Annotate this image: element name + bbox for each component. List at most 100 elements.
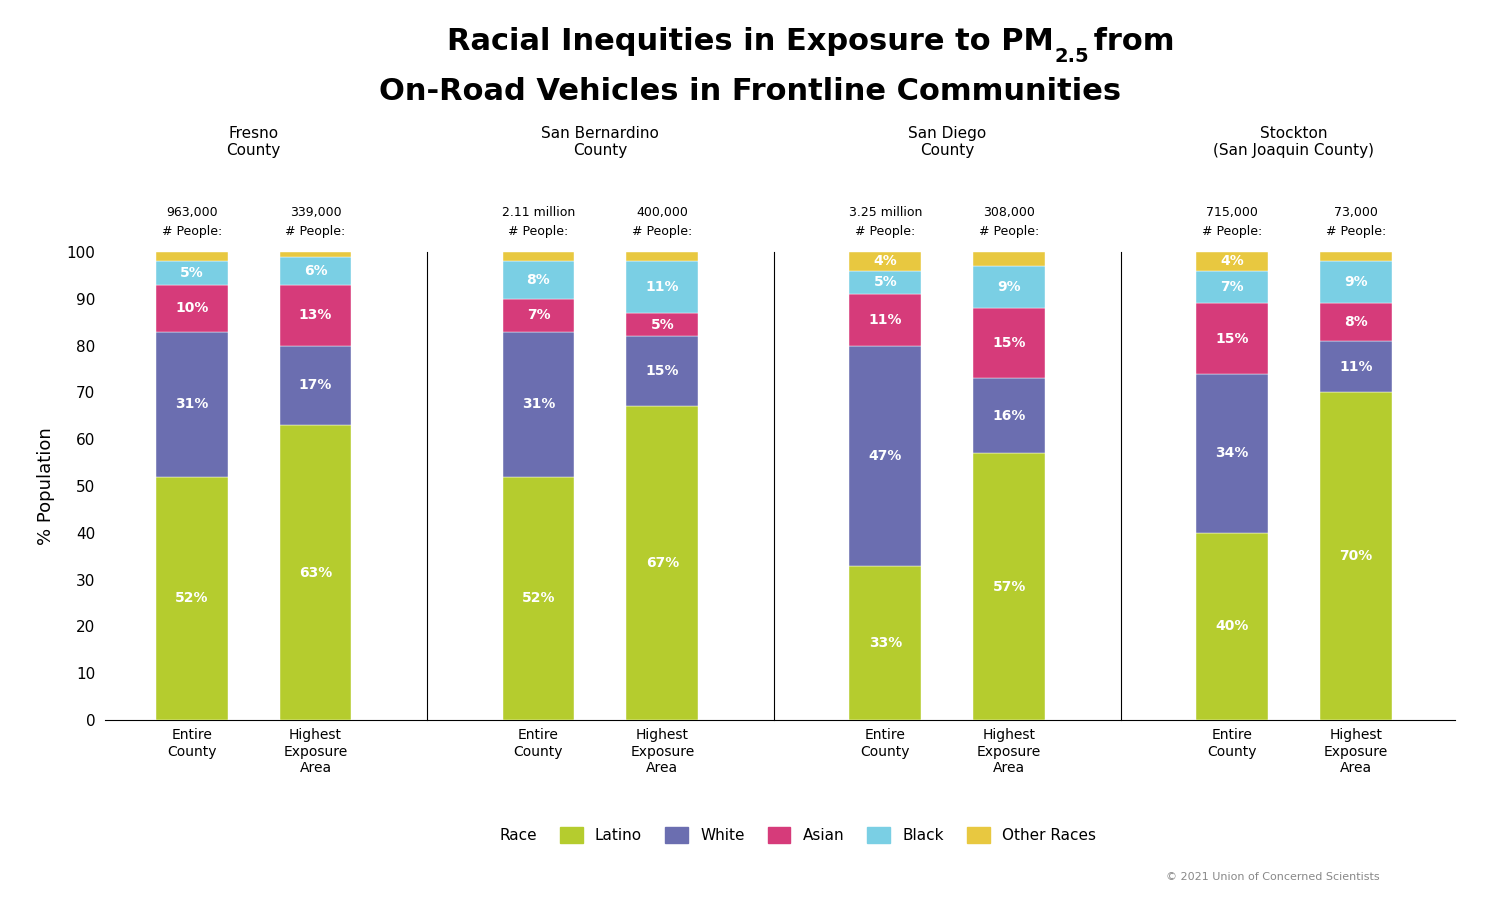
Bar xyxy=(156,331,228,477)
Text: 15%: 15% xyxy=(1215,331,1249,346)
Text: On-Road Vehicles in Frontline Communities: On-Road Vehicles in Frontline Communitie… xyxy=(380,76,1120,105)
Text: 34%: 34% xyxy=(1215,446,1249,460)
Text: 11%: 11% xyxy=(868,313,901,327)
Text: 47%: 47% xyxy=(868,448,901,463)
Bar xyxy=(849,565,921,720)
Bar xyxy=(1320,341,1392,392)
Text: 4%: 4% xyxy=(1220,255,1244,268)
Text: 2.5: 2.5 xyxy=(1054,47,1089,66)
Text: 10%: 10% xyxy=(176,302,208,315)
Text: 73,000: 73,000 xyxy=(1334,206,1378,220)
Text: 11%: 11% xyxy=(1340,360,1372,373)
Text: © 2021 Union of Concerned Scientists: © 2021 Union of Concerned Scientists xyxy=(1167,872,1380,882)
Text: 308,000: 308,000 xyxy=(982,206,1035,220)
Text: 40%: 40% xyxy=(1215,619,1249,634)
Text: 33%: 33% xyxy=(868,635,901,650)
Bar xyxy=(1320,252,1392,261)
Text: 52%: 52% xyxy=(176,591,208,606)
Text: 7%: 7% xyxy=(526,308,550,322)
Text: # People:: # People: xyxy=(509,225,568,238)
Bar xyxy=(1196,271,1268,303)
Bar xyxy=(974,252,1046,266)
Text: 15%: 15% xyxy=(993,337,1026,350)
Text: 6%: 6% xyxy=(303,264,327,278)
Bar xyxy=(1196,252,1268,271)
Text: 67%: 67% xyxy=(645,556,680,571)
Text: # People:: # People: xyxy=(1326,225,1386,238)
Text: San Bernardino
County: San Bernardino County xyxy=(542,126,660,158)
Text: 8%: 8% xyxy=(526,273,550,287)
Text: 7%: 7% xyxy=(1221,280,1244,294)
Text: 63%: 63% xyxy=(298,565,332,580)
Bar xyxy=(1320,392,1392,720)
Bar xyxy=(627,407,699,720)
Bar xyxy=(503,331,574,477)
Text: 400,000: 400,000 xyxy=(636,206,688,220)
Bar xyxy=(627,252,699,261)
Text: 715,000: 715,000 xyxy=(1206,206,1258,220)
Bar xyxy=(503,477,574,720)
Bar xyxy=(156,284,228,331)
Bar xyxy=(156,261,228,284)
Bar xyxy=(974,454,1046,720)
Y-axis label: % Population: % Population xyxy=(38,428,56,544)
Bar xyxy=(974,378,1046,454)
Bar xyxy=(279,425,351,720)
Bar xyxy=(279,346,351,425)
Bar xyxy=(503,299,574,331)
Text: # People:: # People: xyxy=(632,225,693,238)
Text: 52%: 52% xyxy=(522,591,555,606)
Bar xyxy=(1196,374,1268,533)
Text: # People:: # People: xyxy=(285,225,345,238)
Legend: Race, Latino, White, Asian, Black, Other Races: Race, Latino, White, Asian, Black, Other… xyxy=(464,827,1096,843)
Text: Racial Inequities in Exposure to PM: Racial Inequities in Exposure to PM xyxy=(447,27,1053,56)
Bar xyxy=(849,271,921,294)
Text: 70%: 70% xyxy=(1340,549,1372,563)
Bar xyxy=(974,266,1046,308)
Text: # People:: # People: xyxy=(980,225,1040,238)
Text: 9%: 9% xyxy=(1344,275,1368,290)
Text: 57%: 57% xyxy=(993,580,1026,594)
Bar xyxy=(1196,533,1268,720)
Text: 5%: 5% xyxy=(651,318,674,331)
Text: # People:: # People: xyxy=(1202,225,1262,238)
Text: 9%: 9% xyxy=(998,280,1022,294)
Bar xyxy=(503,252,574,261)
Text: 963,000: 963,000 xyxy=(166,206,218,220)
Text: 11%: 11% xyxy=(645,280,680,294)
Text: 5%: 5% xyxy=(873,275,897,290)
Text: Fresno
County: Fresno County xyxy=(226,126,280,158)
Text: 3.25 million: 3.25 million xyxy=(849,206,922,220)
Text: 2.11 million: 2.11 million xyxy=(503,206,574,220)
Bar xyxy=(849,252,921,271)
Bar xyxy=(627,337,699,407)
Text: # People:: # People: xyxy=(162,225,222,238)
Text: 31%: 31% xyxy=(522,397,555,411)
Bar xyxy=(279,284,351,346)
Bar xyxy=(974,308,1046,378)
Text: San Diego
County: San Diego County xyxy=(908,126,987,158)
Bar xyxy=(279,252,351,256)
Text: 4%: 4% xyxy=(873,255,897,268)
Text: 17%: 17% xyxy=(298,378,332,392)
Text: 339,000: 339,000 xyxy=(290,206,342,220)
Text: from: from xyxy=(1083,27,1174,56)
Bar xyxy=(849,294,921,346)
Bar xyxy=(849,346,921,565)
Text: 13%: 13% xyxy=(298,308,332,322)
Text: 16%: 16% xyxy=(993,409,1026,423)
Bar xyxy=(1196,303,1268,374)
Bar xyxy=(503,261,574,299)
Bar xyxy=(627,313,699,337)
Bar xyxy=(279,256,351,284)
Bar xyxy=(1320,303,1392,341)
Text: 8%: 8% xyxy=(1344,315,1368,329)
Bar xyxy=(156,252,228,261)
Text: 15%: 15% xyxy=(645,364,680,378)
Bar xyxy=(627,261,699,313)
Bar xyxy=(1320,261,1392,303)
Text: # People:: # People: xyxy=(855,225,915,238)
Text: 31%: 31% xyxy=(176,397,208,411)
Text: Stockton
(San Joaquin County): Stockton (San Joaquin County) xyxy=(1214,126,1374,158)
Text: 5%: 5% xyxy=(180,266,204,280)
